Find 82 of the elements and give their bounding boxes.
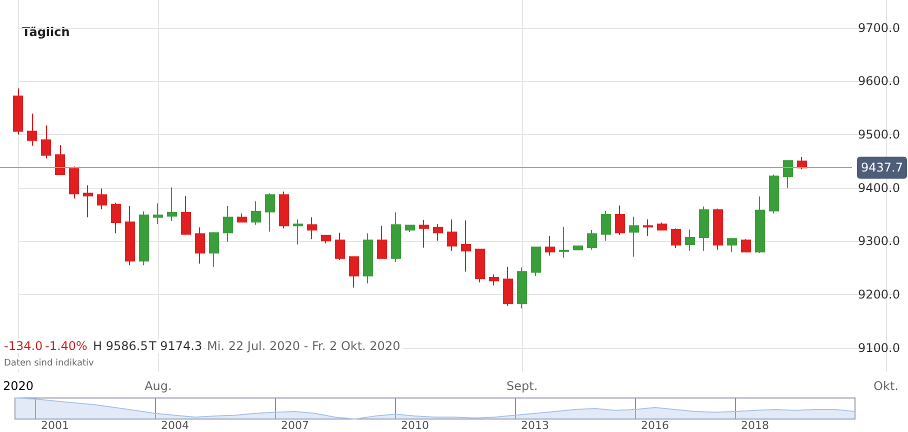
- annotation: Mi. 22 Jul. 2020 - Fr. 2 Okt. 2020: [207, 339, 400, 353]
- x-tick-label: 2001: [41, 419, 69, 432]
- y-tick-label: 9200.0: [858, 288, 900, 302]
- annotation: -134.0: [4, 339, 43, 353]
- candlestick: [97, 188, 107, 210]
- candlestick: [643, 218, 653, 236]
- candlestick: [419, 219, 429, 248]
- candlestick: [167, 186, 177, 222]
- annotation: T 9174.3: [148, 339, 202, 353]
- candlestick: [335, 232, 345, 260]
- y-tick-label: 9400.0: [858, 180, 900, 195]
- candlestick: [433, 224, 443, 242]
- x-tick-label: 2007: [281, 419, 309, 432]
- candlestick: [699, 206, 709, 252]
- candlestick: [27, 113, 37, 146]
- x-tick-label: Okt.: [874, 379, 898, 393]
- annotation: -1.40%: [45, 339, 88, 353]
- candlestick: [237, 212, 247, 224]
- candlestick: [391, 212, 401, 263]
- candlestick: [559, 226, 569, 258]
- candlestick: [139, 210, 149, 266]
- candlestick: [405, 224, 415, 233]
- candlestick: [727, 238, 737, 252]
- x-tick-label: 2013: [521, 419, 549, 432]
- candlestick: [671, 228, 681, 249]
- annotation: H 9586.5: [93, 339, 148, 353]
- x-tick-label: Aug.: [144, 379, 172, 393]
- candlestick: [321, 234, 331, 244]
- candlestick: [601, 210, 611, 242]
- candlestick: [573, 246, 583, 250]
- y-tick-label: 9300.0: [858, 234, 900, 248]
- y-tick-label: 9600.0: [858, 74, 900, 88]
- candlestick: [447, 218, 457, 252]
- x-tick-label: 2010: [401, 419, 429, 432]
- candlestick: [741, 238, 751, 252]
- candlestick: [181, 195, 191, 236]
- ref-line-label: 9437.7: [861, 160, 903, 175]
- candlestick: [349, 256, 359, 288]
- candlestick: [55, 144, 65, 176]
- x-tick-label: 2018: [741, 419, 769, 432]
- candlestick: [503, 266, 513, 306]
- candlestick: [13, 88, 23, 135]
- y-tick-label: 9100.0: [858, 340, 900, 355]
- candlestick: [489, 274, 499, 286]
- x-tick-label: 2020: [2, 379, 34, 393]
- candlestick: [797, 156, 807, 170]
- candlestick: [657, 222, 667, 231]
- candlestick: [223, 206, 233, 242]
- candlestick: [293, 218, 303, 245]
- candlestick: [195, 226, 205, 264]
- candlestick: [685, 229, 695, 252]
- candlestick: [265, 192, 275, 232]
- candlestick: [307, 216, 317, 240]
- candlestick: [363, 232, 373, 284]
- y-tick-label: 9500.0: [858, 127, 900, 142]
- candlestick: [629, 216, 639, 258]
- y-tick-label: 9700.0: [858, 20, 900, 35]
- candlestick: [545, 235, 555, 256]
- candlestick: [713, 208, 723, 250]
- candlestick: [251, 200, 261, 226]
- candlestick: [83, 184, 93, 218]
- candlestick: [783, 160, 793, 188]
- candlestick: [461, 220, 471, 272]
- annotation: Daten sind indikativ: [4, 358, 95, 368]
- candlestick: [531, 246, 541, 276]
- candlestick: [517, 266, 527, 309]
- x-tick-label: 2016: [641, 419, 669, 432]
- candlestick: [769, 174, 779, 214]
- candlestick: [41, 124, 51, 160]
- candlestick: [111, 202, 121, 234]
- candlestick: [377, 225, 387, 259]
- x-tick-label: 2004: [161, 419, 189, 432]
- candlestick: [153, 202, 163, 225]
- candlestick: [615, 204, 625, 236]
- candlestick: [755, 196, 765, 254]
- candlestick: [279, 191, 289, 229]
- candlestick: [587, 230, 597, 250]
- candlestick: [125, 206, 135, 266]
- candlestick: [69, 166, 79, 200]
- x-tick-label: Sept.: [506, 379, 538, 393]
- candlestick: [475, 248, 485, 283]
- candlestick: [209, 232, 219, 268]
